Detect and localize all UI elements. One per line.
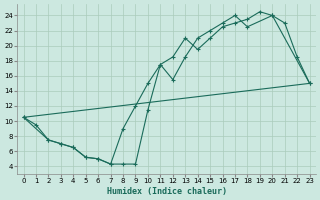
X-axis label: Humidex (Indice chaleur): Humidex (Indice chaleur): [107, 187, 227, 196]
